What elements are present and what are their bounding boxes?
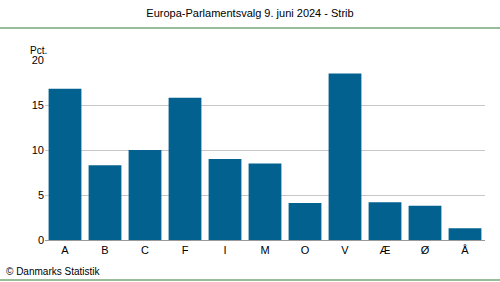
svg-text:10: 10 — [32, 144, 44, 156]
svg-text:Æ: Æ — [380, 244, 391, 256]
svg-text:Ø: Ø — [421, 244, 430, 256]
svg-text:0: 0 — [38, 234, 44, 246]
svg-text:B: B — [101, 244, 108, 256]
svg-text:15: 15 — [32, 99, 44, 111]
svg-text:5: 5 — [38, 189, 44, 201]
svg-text:V: V — [341, 244, 349, 256]
svg-text:© Danmarks Statistik: © Danmarks Statistik — [6, 266, 101, 277]
svg-text:A: A — [61, 244, 69, 256]
svg-text:O: O — [301, 244, 310, 256]
svg-text:C: C — [141, 244, 149, 256]
svg-text:F: F — [182, 244, 189, 256]
svg-text:I: I — [223, 244, 226, 256]
svg-text:M: M — [260, 244, 269, 256]
svg-text:20: 20 — [32, 54, 44, 66]
svg-text:Pct.: Pct. — [30, 45, 47, 56]
svg-text:Å: Å — [461, 244, 469, 256]
svg-text:Europa-Parlamentsvalg 9. juni: Europa-Parlamentsvalg 9. juni 2024 - Str… — [146, 7, 353, 19]
